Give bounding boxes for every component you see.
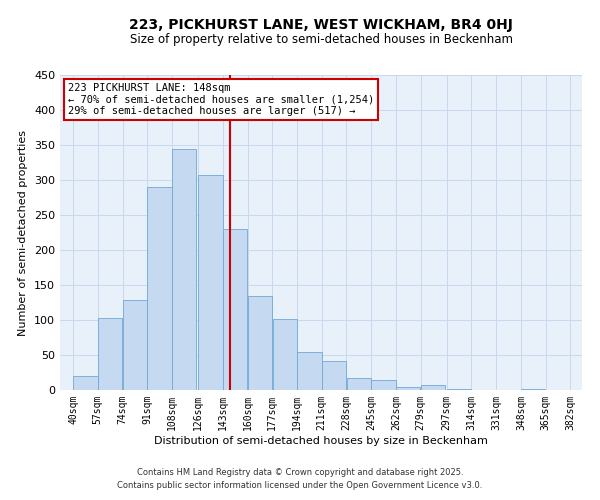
Text: Contains public sector information licensed under the Open Government Licence v3: Contains public sector information licen…	[118, 480, 482, 490]
Bar	[73, 376, 98, 390]
Bar	[199, 175, 223, 390]
Y-axis label: Number of semi-detached properties: Number of semi-detached properties	[19, 130, 28, 336]
Text: 223, PICKHURST LANE, WEST WICKHAM, BR4 0HJ: 223, PICKHURST LANE, WEST WICKHAM, BR4 0…	[129, 18, 513, 32]
Bar	[123, 300, 147, 390]
Bar	[248, 296, 272, 390]
Bar	[322, 360, 346, 390]
Bar	[371, 380, 395, 390]
Bar	[297, 352, 322, 390]
Text: Contains HM Land Registry data © Crown copyright and database right 2025.: Contains HM Land Registry data © Crown c…	[137, 468, 463, 477]
Bar	[98, 318, 122, 390]
Bar	[148, 187, 172, 390]
Bar	[223, 229, 247, 390]
Text: Size of property relative to semi-detached houses in Beckenham: Size of property relative to semi-detach…	[130, 32, 512, 46]
Bar	[421, 385, 445, 390]
X-axis label: Distribution of semi-detached houses by size in Beckenham: Distribution of semi-detached houses by …	[154, 436, 488, 446]
Bar	[347, 378, 371, 390]
Bar	[396, 386, 421, 390]
Text: 223 PICKHURST LANE: 148sqm
← 70% of semi-detached houses are smaller (1,254)
29%: 223 PICKHURST LANE: 148sqm ← 70% of semi…	[68, 83, 374, 116]
Bar	[272, 320, 297, 390]
Bar	[172, 149, 196, 390]
